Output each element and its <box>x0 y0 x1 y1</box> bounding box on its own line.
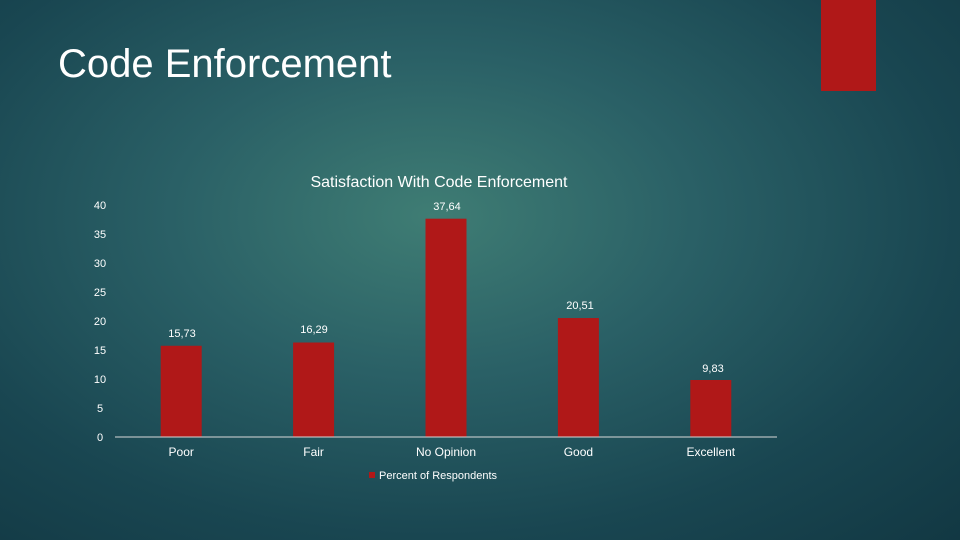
accent-block <box>821 0 876 91</box>
chart-title: Satisfaction With Code Enforcement <box>310 174 568 191</box>
bar-fair <box>293 342 335 437</box>
legend-label: Percent of Respondents <box>379 470 498 482</box>
bar-good <box>557 318 599 437</box>
data-labels-group: 15,73 16,29 37,64 20,51 9,83 <box>168 201 723 375</box>
y-tick-label-6: 30 <box>94 258 106 270</box>
data-label-poor: 15,73 <box>168 328 196 340</box>
data-label-no-opinion: 37,64 <box>433 201 461 213</box>
legend-swatch <box>369 472 375 478</box>
data-label-good: 20,51 <box>566 300 594 312</box>
y-tick-label-2: 10 <box>94 374 106 386</box>
y-tick-label-4: 20 <box>94 316 106 328</box>
bar-poor <box>160 345 202 437</box>
y-tick-label-7: 35 <box>94 229 106 241</box>
bars-group <box>160 218 732 437</box>
bar-excellent <box>690 379 732 437</box>
bar-no-opinion <box>425 218 467 437</box>
legend: Percent of Respondents <box>369 470 498 482</box>
y-axis-ticks: 0 5 10 15 20 25 30 35 40 <box>94 200 106 444</box>
data-label-excellent: 9,83 <box>702 363 723 375</box>
x-axis-labels: Poor Fair No Opinion Good Excellent <box>169 445 736 459</box>
data-label-fair: 16,29 <box>300 324 328 336</box>
x-tick-label-no-opinion: No Opinion <box>416 445 476 459</box>
x-tick-label-poor: Poor <box>169 445 194 459</box>
y-tick-label-0: 0 <box>97 432 103 444</box>
x-tick-label-fair: Fair <box>303 445 324 459</box>
y-tick-label-8: 40 <box>94 200 106 212</box>
x-tick-label-good: Good <box>564 445 593 459</box>
y-tick-label-3: 15 <box>94 345 106 357</box>
y-tick-label-1: 5 <box>97 403 103 415</box>
slide-title: Code Enforcement <box>58 42 392 86</box>
y-tick-label-5: 25 <box>94 287 106 299</box>
x-tick-label-excellent: Excellent <box>686 445 735 459</box>
